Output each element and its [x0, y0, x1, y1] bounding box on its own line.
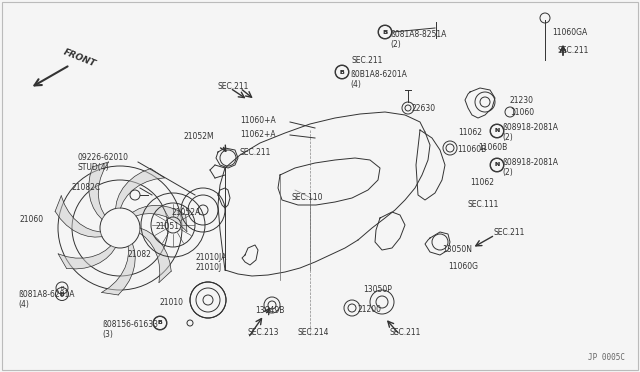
Text: 22630: 22630 — [412, 104, 436, 113]
Text: ß081A8-8251A
(2): ß081A8-8251A (2) — [390, 30, 446, 49]
Text: B: B — [340, 70, 344, 74]
Text: 21082: 21082 — [127, 250, 151, 259]
Text: ß08156-61633
(3): ß08156-61633 (3) — [102, 320, 158, 339]
Text: B: B — [340, 70, 344, 74]
Text: ß0B1A8-6201A
(4): ß0B1A8-6201A (4) — [350, 70, 407, 89]
Polygon shape — [116, 169, 164, 208]
Text: 11060GA: 11060GA — [552, 28, 588, 37]
Text: SEC.211: SEC.211 — [218, 82, 250, 91]
Text: FRONT: FRONT — [63, 47, 97, 68]
Text: SEC.211: SEC.211 — [352, 56, 383, 65]
Text: SEC.111: SEC.111 — [468, 200, 499, 209]
Text: 13049B: 13049B — [255, 306, 284, 315]
Polygon shape — [140, 228, 172, 282]
Text: 21052M: 21052M — [183, 132, 214, 141]
Text: N: N — [495, 163, 499, 167]
Text: SEC.110: SEC.110 — [292, 193, 323, 202]
Text: N: N — [494, 128, 500, 134]
Text: 09226-62010
STUD(4): 09226-62010 STUD(4) — [78, 153, 129, 172]
Text: N: N — [495, 128, 499, 134]
Text: 11062: 11062 — [470, 178, 494, 187]
Text: 11060+A: 11060+A — [240, 116, 276, 125]
Text: B: B — [383, 29, 387, 35]
Text: 13050N: 13050N — [442, 245, 472, 254]
Polygon shape — [58, 246, 116, 269]
Text: B: B — [60, 285, 64, 291]
Text: 11062: 11062 — [458, 128, 482, 137]
Text: 13050P: 13050P — [363, 285, 392, 294]
Polygon shape — [102, 244, 135, 295]
Polygon shape — [132, 205, 187, 231]
Text: B: B — [60, 292, 65, 296]
Text: ß081A8-6201A
(4): ß081A8-6201A (4) — [18, 290, 74, 310]
Text: 11060G: 11060G — [448, 262, 478, 271]
Text: B: B — [383, 29, 387, 35]
Text: SEC.213: SEC.213 — [248, 328, 280, 337]
Polygon shape — [55, 196, 102, 237]
Polygon shape — [89, 162, 109, 219]
Text: 11062+A: 11062+A — [240, 130, 276, 139]
Text: 21051: 21051 — [156, 222, 180, 231]
Text: JP 0005C: JP 0005C — [588, 353, 625, 362]
Text: 21052A: 21052A — [172, 208, 201, 217]
Text: SEC.214: SEC.214 — [298, 328, 330, 337]
Text: SEC.211: SEC.211 — [557, 46, 588, 55]
Text: 11060B: 11060B — [457, 145, 486, 154]
Text: ß08918-2081A
(2): ß08918-2081A (2) — [502, 123, 558, 142]
Text: 21010: 21010 — [160, 298, 184, 307]
Text: 21060: 21060 — [20, 215, 44, 224]
Text: SEC.211: SEC.211 — [390, 328, 421, 337]
Text: SEC.211: SEC.211 — [493, 228, 524, 237]
Text: 21230: 21230 — [510, 96, 534, 105]
Text: N: N — [494, 163, 500, 167]
Text: 11060: 11060 — [510, 108, 534, 117]
Text: B: B — [157, 321, 163, 326]
Text: 21082C: 21082C — [71, 183, 100, 192]
Text: ß08918-2081A
(2): ß08918-2081A (2) — [502, 158, 558, 177]
Text: 21010JA
21010J: 21010JA 21010J — [196, 253, 227, 272]
Text: 21200: 21200 — [358, 305, 382, 314]
Text: SEC.211: SEC.211 — [240, 148, 271, 157]
Text: 11060B: 11060B — [478, 143, 508, 152]
Text: B: B — [158, 321, 162, 326]
